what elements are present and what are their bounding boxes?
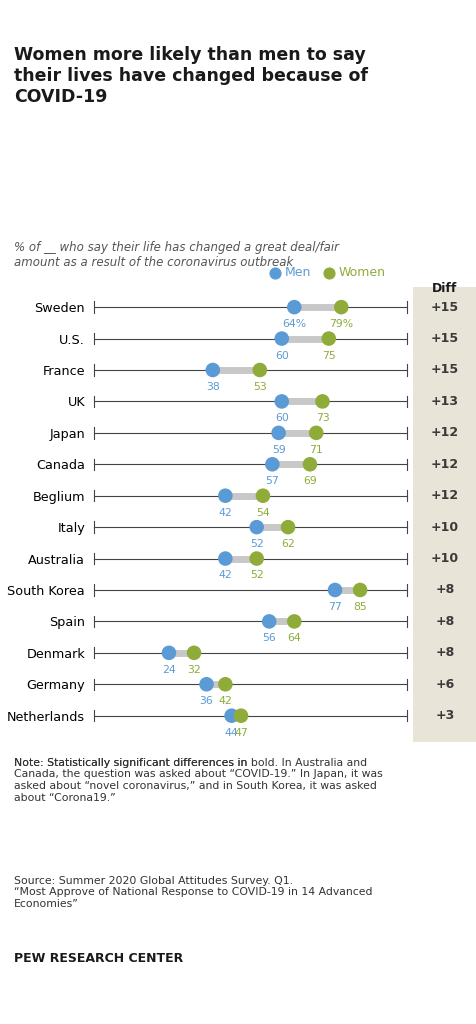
Text: PEW RESEARCH CENTER: PEW RESEARCH CENTER xyxy=(14,952,183,966)
Text: 64%: 64% xyxy=(282,319,306,329)
Text: 64: 64 xyxy=(287,634,300,643)
Point xyxy=(337,299,344,315)
Text: +8: +8 xyxy=(434,614,454,628)
Text: 42: 42 xyxy=(218,570,232,581)
Point xyxy=(256,361,263,378)
Point xyxy=(318,393,326,410)
Text: +12: +12 xyxy=(430,426,458,439)
Point xyxy=(312,425,319,441)
Text: 69: 69 xyxy=(302,476,316,486)
Text: Note: Statistically significant differences in bold. In Australia and
Canada, th: Note: Statistically significant differen… xyxy=(14,758,382,803)
Point xyxy=(237,708,244,724)
Point xyxy=(271,265,279,282)
Text: 54: 54 xyxy=(256,508,269,518)
Text: 42: 42 xyxy=(218,696,232,707)
Point xyxy=(324,265,332,282)
Text: 57: 57 xyxy=(265,476,278,486)
Point xyxy=(306,456,313,472)
Point xyxy=(284,519,291,536)
Point xyxy=(290,613,298,630)
Point xyxy=(290,299,298,315)
Text: +15: +15 xyxy=(430,301,458,313)
Point xyxy=(278,331,285,347)
Text: +10: +10 xyxy=(430,552,458,565)
Text: Diff: Diff xyxy=(431,283,456,295)
Point xyxy=(268,456,276,472)
Point xyxy=(202,676,210,692)
Text: +15: +15 xyxy=(430,332,458,345)
Text: +15: +15 xyxy=(430,364,458,377)
Text: 24: 24 xyxy=(162,665,176,675)
Point xyxy=(278,393,285,410)
Text: 60: 60 xyxy=(274,350,288,360)
Text: +3: +3 xyxy=(434,710,454,722)
Text: +10: +10 xyxy=(430,520,458,534)
Text: 77: 77 xyxy=(327,602,341,612)
Text: 42: 42 xyxy=(218,508,232,518)
Text: 32: 32 xyxy=(187,665,200,675)
Text: 47: 47 xyxy=(234,728,248,737)
Text: Source: Summer 2020 Global Attitudes Survey. Q1.
“Most Approve of National Respo: Source: Summer 2020 Global Attitudes Sur… xyxy=(14,876,372,908)
Point xyxy=(330,582,338,598)
Text: 79%: 79% xyxy=(328,319,353,329)
Point xyxy=(208,361,216,378)
Text: 62: 62 xyxy=(280,539,294,549)
Point xyxy=(356,582,363,598)
Text: 52: 52 xyxy=(249,539,263,549)
Text: 85: 85 xyxy=(352,602,366,612)
Text: +12: +12 xyxy=(430,458,458,471)
Text: Women more likely than men to say
their lives have changed because of
COVID-19: Women more likely than men to say their … xyxy=(14,46,367,105)
Point xyxy=(274,425,282,441)
Text: 73: 73 xyxy=(315,414,328,423)
Text: 60: 60 xyxy=(274,414,288,423)
Point xyxy=(228,708,235,724)
Point xyxy=(221,676,228,692)
Point xyxy=(165,645,172,662)
Text: +8: +8 xyxy=(434,584,454,597)
Text: 44: 44 xyxy=(224,728,238,737)
Text: +13: +13 xyxy=(430,395,458,408)
Text: Women: Women xyxy=(337,266,384,280)
Text: 53: 53 xyxy=(252,382,266,392)
Point xyxy=(252,550,260,566)
Text: +8: +8 xyxy=(434,646,454,659)
Text: 56: 56 xyxy=(262,634,276,643)
Text: +12: +12 xyxy=(430,489,458,502)
Text: 59: 59 xyxy=(271,444,285,455)
Text: Note: Statistically significant differences in: Note: Statistically significant differen… xyxy=(14,758,251,768)
Text: 38: 38 xyxy=(206,382,219,392)
Text: 52: 52 xyxy=(249,570,263,581)
Text: % of __ who say their life has changed a great deal/fair
amount as a result of t: % of __ who say their life has changed a… xyxy=(14,241,338,268)
Point xyxy=(324,331,332,347)
Text: 36: 36 xyxy=(199,696,213,707)
Text: 75: 75 xyxy=(321,350,335,360)
Point xyxy=(221,550,228,566)
Text: Men: Men xyxy=(284,266,311,280)
Text: +6: +6 xyxy=(434,678,454,691)
Point xyxy=(265,613,272,630)
Text: 71: 71 xyxy=(309,444,322,455)
Point xyxy=(252,519,260,536)
Point xyxy=(221,487,228,504)
Point xyxy=(258,487,266,504)
Point xyxy=(190,645,198,662)
